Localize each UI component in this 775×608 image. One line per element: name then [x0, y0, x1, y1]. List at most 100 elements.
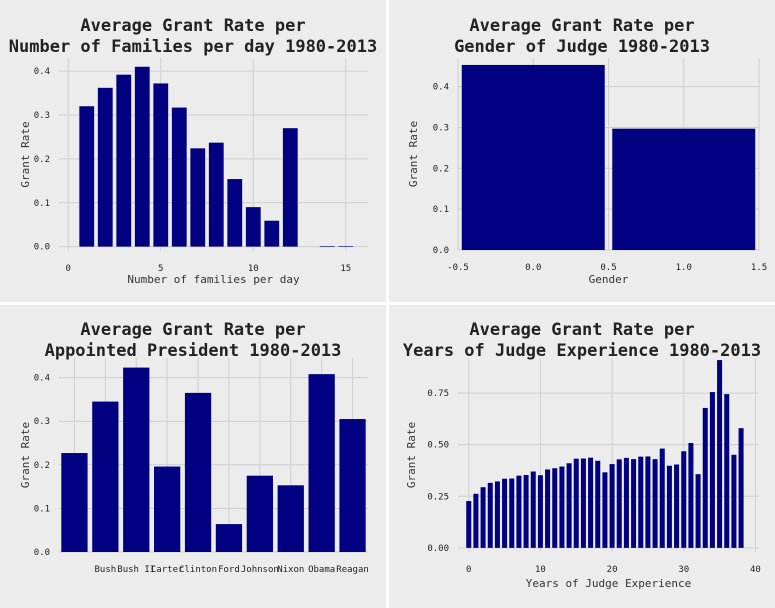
- chart-title-line-1: Average Grant Rate per: [469, 16, 694, 36]
- bar: [466, 501, 472, 548]
- panel-divider-horizontal: [0, 302, 775, 305]
- x-tick-label: 30: [678, 565, 689, 575]
- y-tick-label: 0.25: [427, 492, 449, 502]
- bar: [545, 469, 551, 548]
- bar: [494, 481, 500, 548]
- x-tick-label: Nixon: [277, 565, 304, 575]
- x-tick-label: 10: [248, 264, 259, 274]
- x-axis-label: Years of Judge Experience: [526, 577, 692, 590]
- bar: [184, 392, 212, 552]
- x-tick-label: Ford: [218, 565, 240, 575]
- x-tick-label: 0.0: [525, 263, 541, 273]
- bar: [659, 448, 665, 548]
- chart-title-line-2: Gender of Judge 1980-2013: [454, 37, 710, 57]
- bar: [738, 428, 744, 548]
- bar: [623, 457, 629, 548]
- bar: [552, 468, 558, 548]
- y-tick-label: 0.00: [427, 544, 449, 554]
- bar: [473, 493, 479, 548]
- y-tick-label: 0.1: [433, 205, 449, 215]
- bar: [731, 454, 737, 548]
- x-tick-label: Bush II: [117, 565, 155, 575]
- y-tick-label: 0.3: [433, 123, 449, 133]
- bar: [516, 475, 522, 548]
- x-tick-label: 1.0: [676, 263, 692, 273]
- y-tick-label: 0.1: [34, 504, 50, 514]
- bar: [190, 148, 206, 247]
- bar: [319, 246, 335, 247]
- bar: [308, 374, 335, 552]
- bar: [153, 83, 169, 247]
- bar: [638, 456, 644, 548]
- x-tick-label: 0.5: [600, 263, 616, 273]
- bar: [702, 407, 708, 548]
- x-tick-label: 40: [750, 565, 761, 575]
- bar: [523, 475, 529, 548]
- bar: [616, 459, 622, 548]
- bar: [338, 246, 354, 247]
- y-tick-label: 0.75: [427, 389, 449, 399]
- bar: [245, 207, 261, 247]
- bar: [97, 87, 113, 247]
- x-tick-label: Clinton: [179, 565, 217, 575]
- bar: [595, 460, 601, 548]
- chart-title-line-1: Average Grant Rate per: [80, 320, 305, 340]
- y-tick-label: 0.50: [427, 441, 449, 451]
- x-tick-label: Johnson: [241, 565, 279, 575]
- y-tick-label: 0.4: [433, 83, 449, 93]
- y-tick-label: 0.3: [34, 417, 50, 427]
- y-axis-label: Grant Rate: [405, 422, 418, 488]
- bar: [645, 456, 651, 548]
- x-tick-label: Obama: [308, 565, 335, 575]
- chart-title-line-2: Appointed President 1980-2013: [45, 341, 342, 361]
- x-tick-label: 0: [66, 264, 71, 274]
- bar: [695, 474, 701, 548]
- bar: [674, 464, 680, 548]
- bar: [282, 128, 298, 247]
- bar: [580, 458, 586, 548]
- x-tick-label: 1.5: [751, 263, 767, 273]
- bar: [339, 419, 366, 552]
- bar: [566, 463, 572, 548]
- x-tick-label: 0: [466, 565, 471, 575]
- y-tick-label: 0.0: [34, 243, 50, 253]
- chart-title-line-1: Average Grant Rate per: [469, 320, 694, 340]
- y-tick-label: 0.1: [34, 199, 50, 209]
- bar: [609, 464, 615, 548]
- bar: [123, 367, 150, 552]
- x-tick-label: Bush: [95, 565, 117, 575]
- bar: [461, 64, 605, 251]
- y-tick-label: 0.2: [433, 164, 449, 174]
- bar: [717, 360, 723, 548]
- x-axis-label: Number of families per day: [127, 273, 300, 286]
- y-tick-label: 0.0: [34, 548, 50, 558]
- bar: [480, 487, 486, 548]
- chart-title-line-2: Number of Families per day 1980-2013: [9, 37, 377, 57]
- x-tick-label: 20: [607, 565, 618, 575]
- x-tick-label: 10: [535, 565, 546, 575]
- bar: [559, 466, 565, 548]
- bar: [530, 471, 536, 548]
- x-tick-label: Carter: [151, 565, 184, 575]
- x-axis-label: Gender: [589, 273, 629, 286]
- bar: [681, 451, 687, 548]
- bar: [724, 394, 730, 548]
- bar: [612, 128, 756, 250]
- bar: [61, 453, 88, 552]
- bar: [79, 106, 95, 247]
- bar: [509, 478, 515, 548]
- bar: [602, 472, 608, 548]
- bar: [246, 475, 273, 552]
- bar: [573, 458, 579, 548]
- bar: [277, 485, 304, 552]
- x-tick-label: 15: [340, 264, 351, 274]
- y-axis-label: Grant Rate: [19, 422, 32, 488]
- chart-title-line-2: Years of Judge Experience 1980-2013: [403, 341, 761, 361]
- chart-title-line-1: Average Grant Rate per: [80, 16, 305, 36]
- bar: [502, 478, 508, 548]
- bar: [171, 107, 187, 247]
- y-tick-label: 0.0: [433, 246, 449, 256]
